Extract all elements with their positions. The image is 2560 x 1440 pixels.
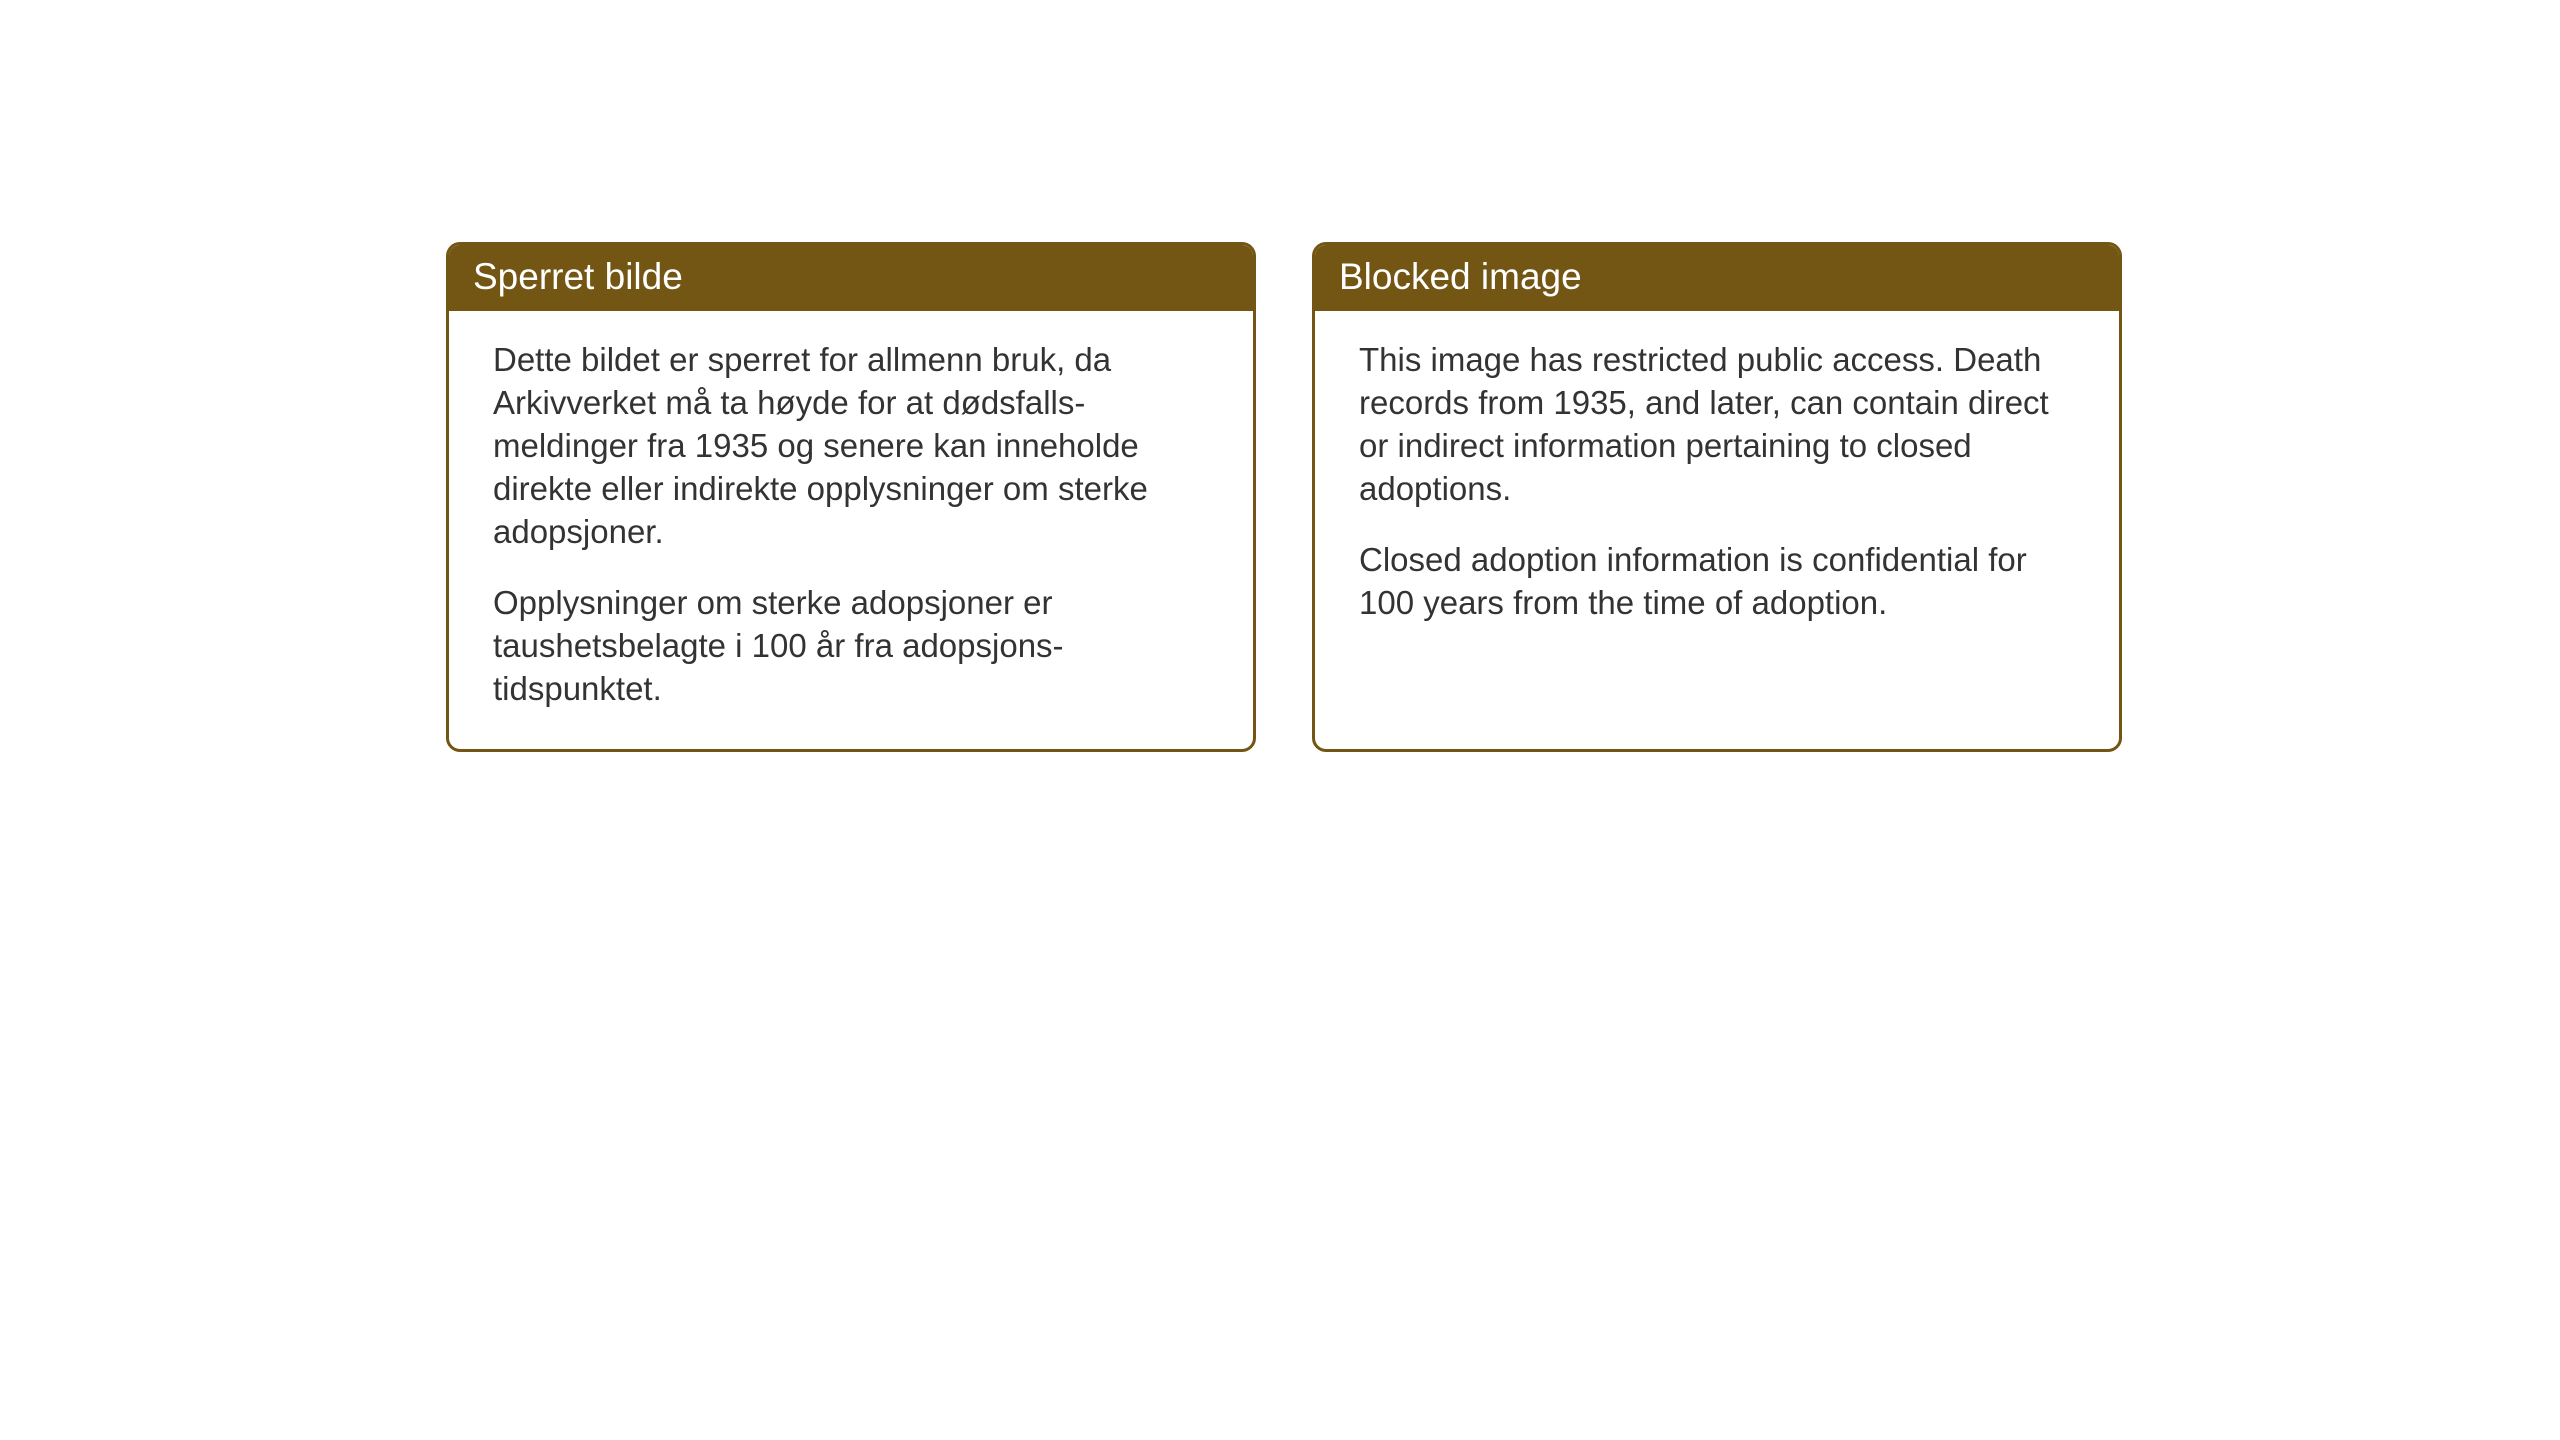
norwegian-notice-card: Sperret bilde Dette bildet er sperret fo… bbox=[446, 242, 1256, 752]
norwegian-paragraph-1: Dette bildet er sperret for allmenn bruk… bbox=[493, 339, 1209, 553]
norwegian-notice-body: Dette bildet er sperret for allmenn bruk… bbox=[449, 311, 1253, 749]
english-notice-body: This image has restricted public access.… bbox=[1315, 311, 2119, 749]
english-paragraph-2: Closed adoption information is confident… bbox=[1359, 539, 2075, 625]
english-notice-card: Blocked image This image has restricted … bbox=[1312, 242, 2122, 752]
norwegian-notice-title: Sperret bilde bbox=[449, 245, 1253, 311]
norwegian-paragraph-2: Opplysninger om sterke adopsjoner er tau… bbox=[493, 582, 1209, 711]
english-paragraph-1: This image has restricted public access.… bbox=[1359, 339, 2075, 511]
notice-container: Sperret bilde Dette bildet er sperret fo… bbox=[446, 242, 2122, 752]
english-notice-title: Blocked image bbox=[1315, 245, 2119, 311]
